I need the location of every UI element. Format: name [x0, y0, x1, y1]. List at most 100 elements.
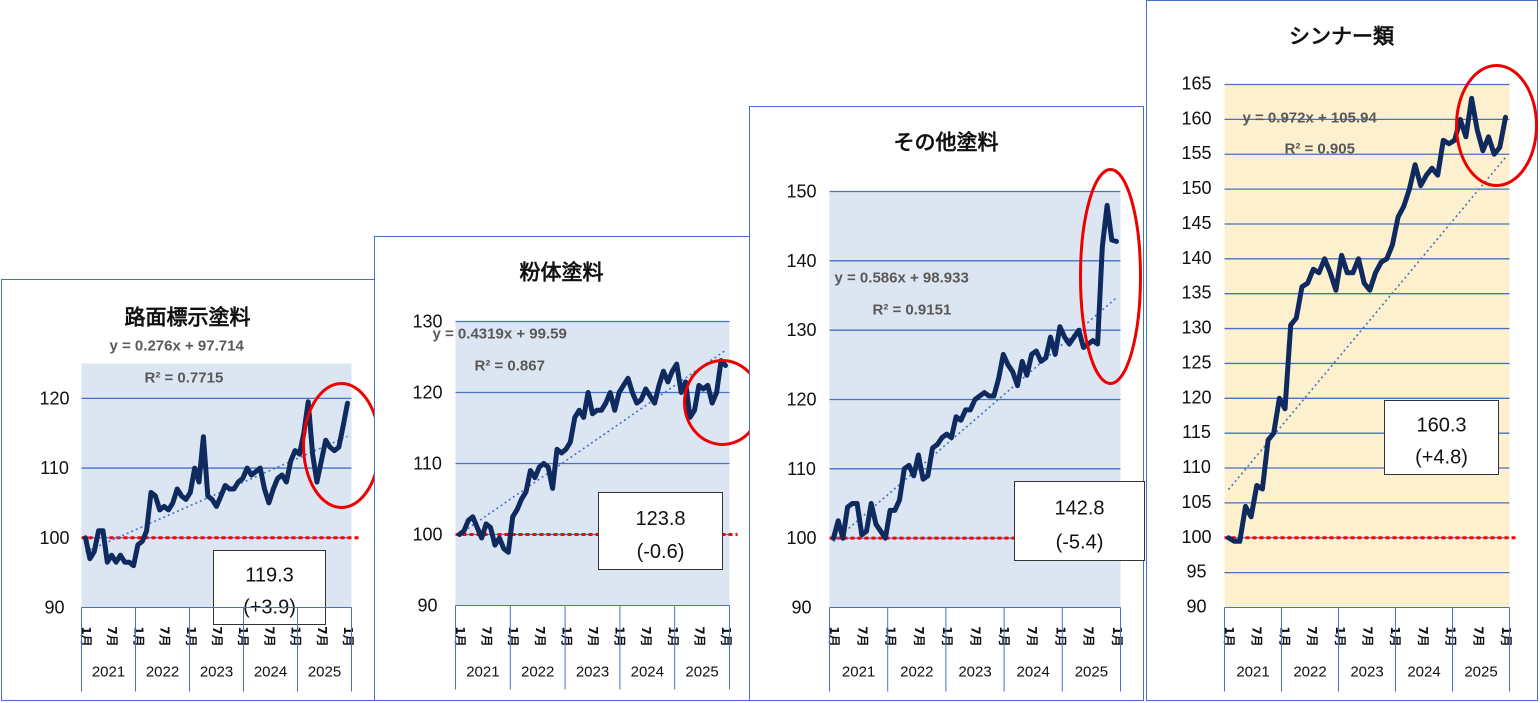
trendline-equation: y = 0.972x + 105.94	[1243, 110, 1378, 127]
chart-group: シンナー類 90 95 100 105 110 115 120 125 130 135 140 145 1…	[1181, 25, 1538, 692]
x-tick-month: 1月	[1277, 626, 1291, 646]
chart-group: その他塗料 90 100 110 120 130 140 150 y = 0.586x + 98…	[786, 131, 1145, 692]
highlight-circle	[1079, 168, 1142, 385]
trendline-equation: y = 0.586x + 98.933	[835, 270, 969, 287]
trendline-r2: R² = 0.905	[1285, 141, 1355, 158]
x-tick-month: 7月	[969, 626, 983, 646]
x-tick-year: 2025	[1464, 664, 1497, 681]
chart-title: 路面標示塗料	[125, 306, 251, 330]
x-tick-month: 1月	[1222, 626, 1236, 646]
x-tick-year: 2024	[1407, 664, 1440, 681]
value-box	[1384, 400, 1499, 475]
series-line	[457, 358, 728, 555]
value-box-latest: 160.3	[1416, 415, 1466, 437]
x-tick-year: 2021	[92, 664, 125, 681]
x-tick-month: 7月	[105, 626, 119, 646]
chart-panel-road-marking-paint: 路面標示塗料 90 100 110 120 y = 0.276x + 97.714 R² =…	[1, 279, 381, 701]
chart-title: その他塗料	[894, 131, 999, 155]
y-tick-label: 90	[44, 598, 64, 618]
x-tick-month: 7月	[480, 626, 494, 646]
x-tick-month: 1月	[289, 626, 303, 646]
x-tick-month: 1月	[884, 626, 898, 646]
y-tick-label: 90	[1186, 597, 1206, 617]
x-tick-year: 2023	[958, 664, 991, 681]
x-tick-year: 2025	[1075, 664, 1108, 681]
series-line	[1226, 95, 1508, 544]
x-tick-year: 2024	[631, 664, 664, 681]
x-tick-month: 1月	[940, 626, 954, 646]
series-line	[831, 202, 1119, 541]
x-tick-month: 7月	[855, 626, 869, 646]
trendline	[459, 349, 726, 536]
chart-panel-thinners: シンナー類 90 95 100 105 110 115 120 125 130 135 140 145 1…	[1146, 0, 1538, 701]
x-tick-month: 1月	[184, 626, 198, 646]
y-tick-label: 145	[1181, 213, 1211, 233]
x-tick-month: 7月	[692, 626, 706, 646]
chart-panel-powder-coating: 粉体塗料 90 100 110 120 130 y = 0.4319x + 99.59 R² …	[374, 236, 762, 701]
plot-area	[1224, 84, 1510, 608]
x-tick-month: 7月	[1082, 626, 1096, 646]
x-tick-year: 2024	[254, 664, 287, 681]
y-tick-label: 100	[39, 528, 69, 548]
y-tick-label: 100	[786, 528, 816, 548]
trendline-r2: R² = 0.7715	[145, 370, 224, 387]
y-tick-label: 155	[1181, 143, 1211, 163]
x-tick-month: 1月	[1444, 626, 1458, 646]
x-tick-month: 1月	[559, 626, 573, 646]
value-box	[598, 492, 723, 570]
y-tick-label: 125	[1181, 352, 1211, 372]
y-tick-label: 95	[1186, 562, 1206, 582]
x-tick-month: 7月	[912, 626, 926, 646]
y-tick-label: 165	[1181, 74, 1211, 94]
y-tick-label: 90	[417, 596, 437, 616]
y-tick-label: 90	[791, 598, 811, 618]
y-tick-label: 105	[1181, 492, 1211, 512]
x-tick-year: 2022	[900, 664, 933, 681]
x-tick-year: 2021	[1236, 664, 1269, 681]
y-tick-label: 110	[40, 458, 69, 478]
chart-panel-other-paints: その他塗料 90 100 110 120 130 140 150 y = 0.586x + 98…	[749, 106, 1145, 701]
x-tick-month: 7月	[1305, 626, 1319, 646]
y-tick-label: 130	[1181, 318, 1211, 338]
x-tick-month: 7月	[586, 626, 600, 646]
x-tick-month: 1月	[1333, 626, 1347, 646]
value-box-change: (+4.8)	[1415, 446, 1468, 468]
value-box-latest: 123.8	[635, 508, 685, 530]
x-tick-month: 7月	[1025, 626, 1039, 646]
trendline-r2: R² = 0.867	[475, 358, 545, 375]
x-tick-year: 2021	[842, 664, 875, 681]
x-tick-month: 1月	[131, 626, 145, 646]
y-tick-label: 160	[1181, 108, 1211, 128]
highlight-circle	[1455, 64, 1538, 187]
y-tick-label: 150	[786, 182, 816, 202]
x-tick-year: 2022	[146, 664, 179, 681]
x-tick-year: 2024	[1017, 664, 1050, 681]
x-tick-month: 7月	[262, 626, 276, 646]
x-tick-month: 1月	[453, 626, 467, 646]
x-tick-year: 2025	[685, 664, 718, 681]
chart-other-paints: その他塗料 90 100 110 120 130 140 150 y = 0.586x + 98…	[786, 131, 1145, 692]
x-tick-month: 1月	[827, 626, 841, 646]
x-tick-month: 7月	[1471, 626, 1485, 646]
x-tick-year: 2021	[466, 664, 499, 681]
value-box	[1014, 481, 1145, 561]
y-tick-label: 120	[39, 388, 69, 408]
x-tick-month: 7月	[315, 626, 329, 646]
x-tick-month: 1月	[79, 626, 93, 646]
y-tick-label: 110	[413, 454, 442, 474]
y-tick-label: 120	[412, 383, 442, 403]
x-tick-month: 1月	[1110, 626, 1124, 646]
trendline	[832, 297, 1118, 543]
x-tick-month: 1月	[506, 626, 520, 646]
y-tick-label: 110	[787, 459, 816, 479]
chart-title: シンナー類	[1289, 25, 1395, 49]
x-tick-month: 7月	[639, 626, 653, 646]
x-tick-month: 1月	[1499, 626, 1513, 646]
trendline-equation: y = 0.276x + 97.714	[110, 338, 245, 355]
x-tick-month: 7月	[533, 626, 547, 646]
value-box-change: (-0.6)	[637, 541, 685, 563]
x-tick-month: 7月	[1416, 626, 1430, 646]
x-tick-month: 1月	[666, 626, 680, 646]
